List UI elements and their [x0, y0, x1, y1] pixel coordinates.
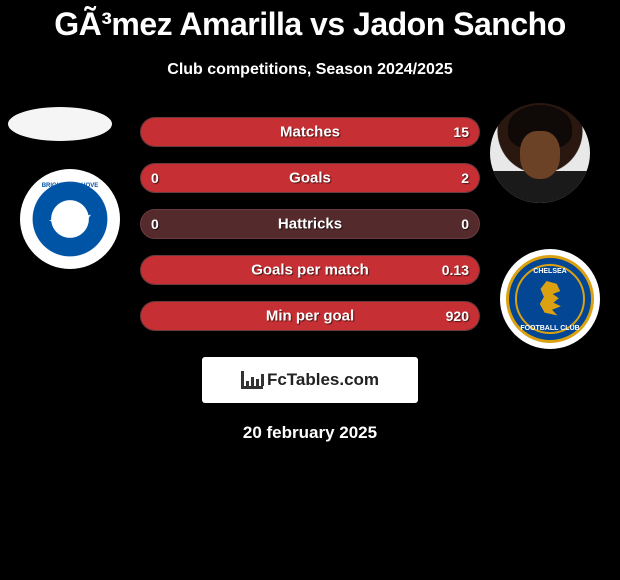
stat-label: Hattricks: [278, 216, 342, 233]
player-right-face: [520, 131, 560, 179]
stat-value-right: 15: [453, 124, 469, 140]
club-left-text-top: BRIGHTON & HOVE: [42, 183, 99, 189]
chart-icon: [241, 371, 263, 389]
stat-value-right: 920: [446, 308, 469, 324]
stat-row: Matches 15: [140, 117, 480, 147]
brighton-badge: BRIGHTON & HOVE ALBION: [29, 178, 111, 260]
stat-value-right: 0: [461, 216, 469, 232]
date-text: 20 february 2025: [0, 423, 620, 443]
stat-label: Matches: [280, 124, 340, 141]
stat-value-right: 0.13: [442, 262, 469, 278]
stat-bars: Matches 15 0 Goals 2 0 Hattricks 0 Goals per mat…: [140, 117, 480, 347]
comparison-card: GÃ³mez Amarilla vs Jadon Sancho Club com…: [0, 0, 620, 443]
club-right-text-top: CHELSEA: [533, 268, 566, 275]
player-right-avatar: [490, 103, 590, 203]
player-right-club-badge: CHELSEA FOOTBALL CLUB: [500, 249, 600, 349]
stat-value-left: 0: [151, 216, 159, 232]
watermark: FcTables.com: [202, 357, 418, 403]
club-left-text-bottom: ALBION: [59, 249, 82, 255]
player-left-club-badge: BRIGHTON & HOVE ALBION: [20, 169, 120, 269]
stat-value-left: 0: [151, 170, 159, 186]
subtitle: Club competitions, Season 2024/2025: [0, 61, 620, 79]
stat-label: Min per goal: [266, 308, 354, 325]
club-right-text-bottom: FOOTBALL CLUB: [520, 325, 579, 332]
player-left-avatar: [8, 107, 112, 141]
page-title: GÃ³mez Amarilla vs Jadon Sancho: [0, 0, 620, 43]
stat-row: 0 Hattricks 0: [140, 209, 480, 239]
stat-row: Min per goal 920: [140, 301, 480, 331]
comparison-area: BRIGHTON & HOVE ALBION CHELSEA FOOTBALL …: [0, 117, 620, 347]
stat-label: Goals per match: [251, 262, 369, 279]
watermark-text: FcTables.com: [267, 370, 379, 390]
chelsea-badge: CHELSEA FOOTBALL CLUB: [506, 255, 594, 343]
stat-label: Goals: [289, 170, 331, 187]
seagull-icon: [49, 210, 91, 228]
stat-row: 0 Goals 2: [140, 163, 480, 193]
stat-row: Goals per match 0.13: [140, 255, 480, 285]
stat-value-right: 2: [461, 170, 469, 186]
